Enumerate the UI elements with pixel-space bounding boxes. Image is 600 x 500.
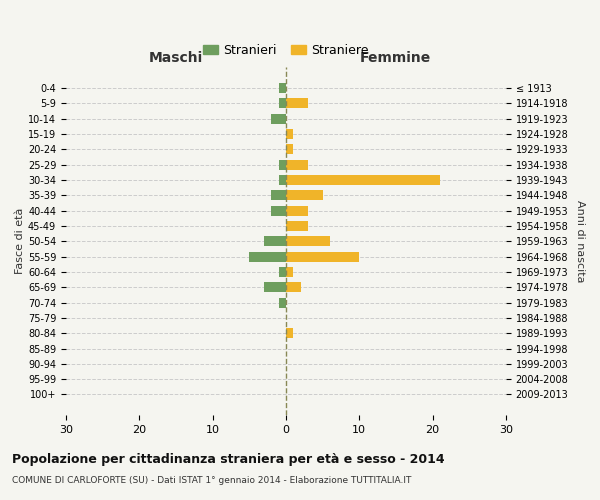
Bar — [271, 114, 286, 124]
Text: Popolazione per cittadinanza straniera per età e sesso - 2014: Popolazione per cittadinanza straniera p… — [12, 452, 445, 466]
Y-axis label: Anni di nascita: Anni di nascita — [575, 200, 585, 282]
Text: Femmine: Femmine — [360, 51, 431, 65]
Bar — [286, 252, 359, 262]
Bar — [264, 236, 286, 246]
Bar — [286, 98, 308, 108]
Bar — [278, 160, 286, 170]
Bar — [278, 98, 286, 108]
Legend: Stranieri, Straniere: Stranieri, Straniere — [198, 38, 374, 62]
Bar — [286, 206, 308, 216]
Bar — [286, 221, 308, 231]
Bar — [278, 175, 286, 185]
Bar — [249, 252, 286, 262]
Bar — [278, 83, 286, 93]
Bar — [286, 328, 293, 338]
Bar — [264, 282, 286, 292]
Bar — [286, 129, 293, 139]
Bar — [286, 190, 323, 200]
Y-axis label: Fasce di età: Fasce di età — [15, 208, 25, 274]
Bar — [286, 267, 293, 277]
Bar — [286, 144, 293, 154]
Bar — [271, 206, 286, 216]
Text: Maschi: Maschi — [149, 51, 203, 65]
Text: COMUNE DI CARLOFORTE (SU) - Dati ISTAT 1° gennaio 2014 - Elaborazione TUTTITALIA: COMUNE DI CARLOFORTE (SU) - Dati ISTAT 1… — [12, 476, 412, 485]
Bar — [286, 282, 301, 292]
Bar — [278, 267, 286, 277]
Bar — [286, 236, 330, 246]
Bar — [271, 190, 286, 200]
Bar — [286, 160, 308, 170]
Bar — [286, 175, 440, 185]
Bar — [278, 298, 286, 308]
